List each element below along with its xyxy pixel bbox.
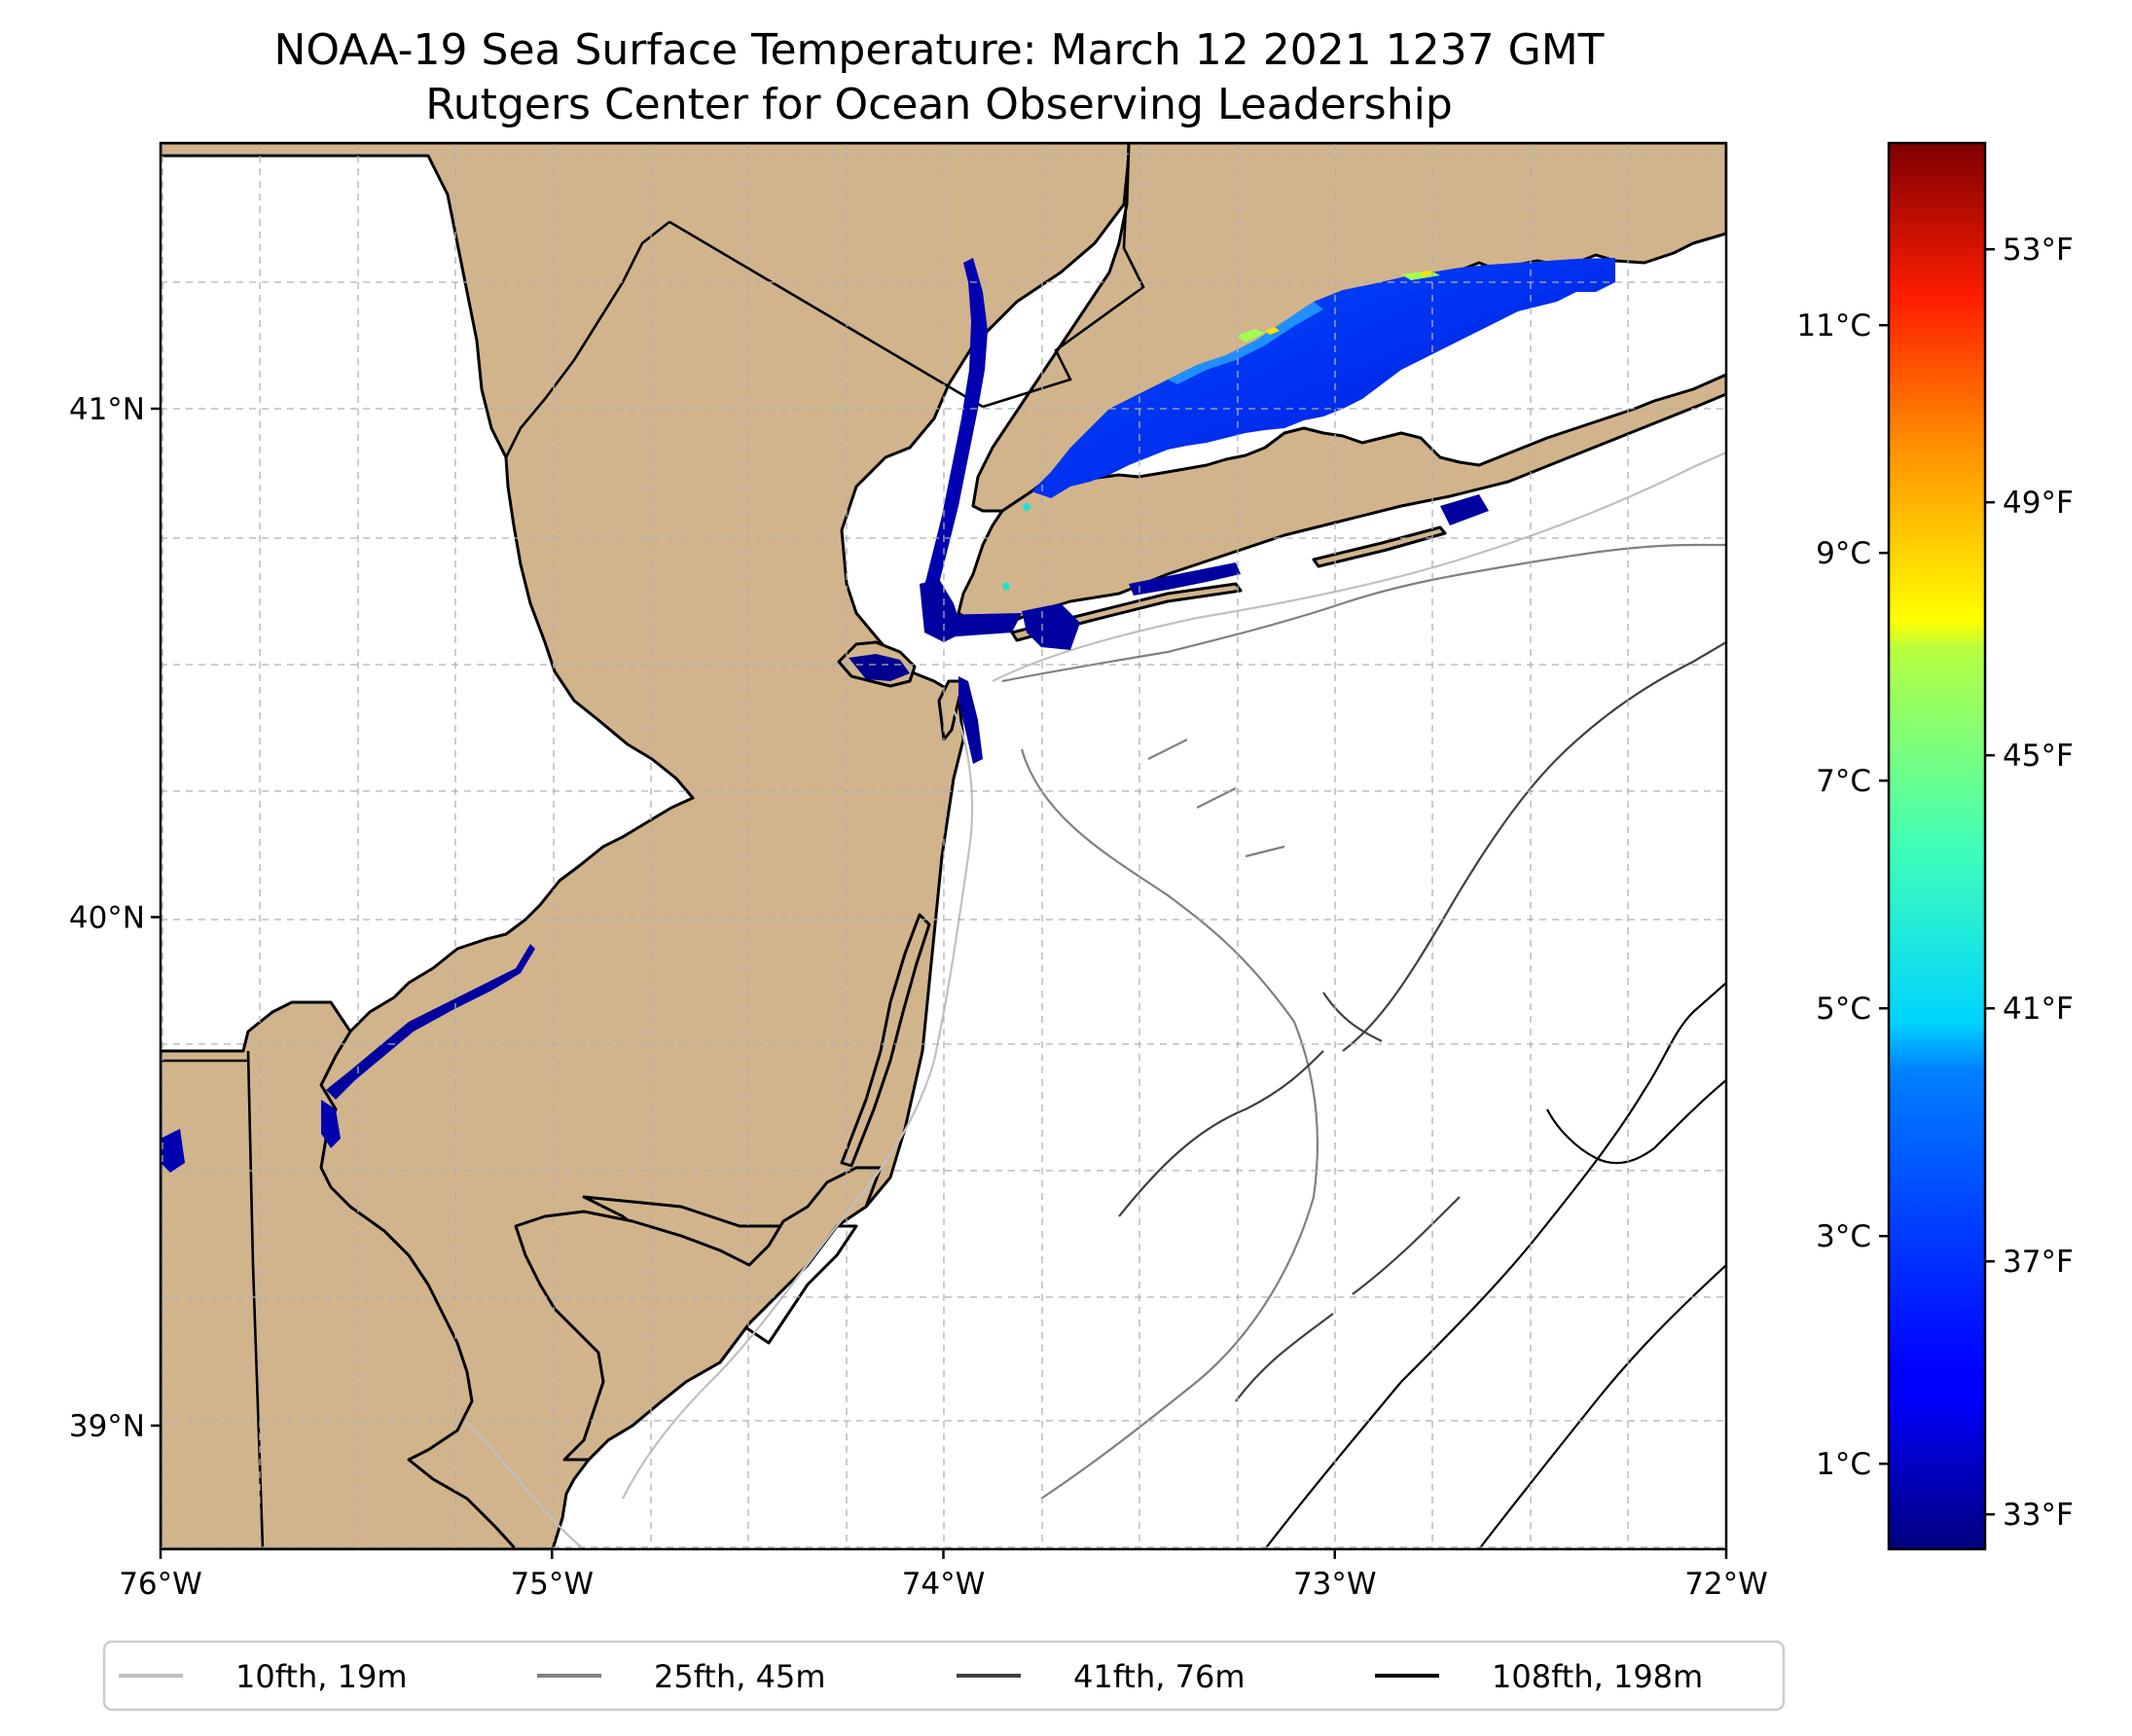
colorbar-fahrenheit-label: 33°F	[2003, 1498, 2074, 1533]
colorbar-fahrenheit-label: 53°F	[2003, 233, 2074, 268]
x-tick-label: 72°W	[1684, 1567, 1768, 1602]
sst-patch-ct-coast-green	[1236, 271, 1440, 343]
colorbar-celsius-label: 9°C	[1816, 536, 1871, 571]
isobath-legend: 10fth, 19m 25fth, 45m 41fth, 76m 108fth, 19…	[102, 1640, 1786, 1712]
title-line-2: Rutgers Center for Ocean Observing Leade…	[425, 80, 1453, 129]
map-panel	[159, 141, 1728, 1551]
y-tick-label: 41°N	[69, 392, 145, 427]
title-line-1: NOAA-19 Sea Surface Temperature: March 1…	[273, 25, 1604, 75]
isobath-108fth	[1264, 982, 1726, 1549]
x-tick-label: 74°W	[902, 1567, 986, 1602]
colorbar-fahrenheit-label: 45°F	[2003, 739, 2074, 774]
colorbar-celsius-label: 11°C	[1796, 308, 1871, 344]
colorbar: 1°C 3°C 5°C 7°C 9°C 11°C 33°F 37°F 41°F 45°F 49°F…	[1796, 141, 2074, 1551]
border-ny-ct	[982, 143, 1145, 409]
colorbar-celsius-label: 5°C	[1816, 992, 1871, 1027]
sst-patch-jamaica-bay	[934, 603, 1080, 650]
x-tick-label: 76°W	[119, 1567, 202, 1602]
isobath-41fth	[1118, 641, 1726, 1402]
colorbar-fahrenheit-label: 37°F	[2003, 1245, 2074, 1280]
sst-patch-delaware-bay-north	[161, 1100, 341, 1173]
border-de-md	[246, 1050, 265, 1549]
sst-data	[161, 258, 1615, 1173]
y-tick-label: 40°N	[69, 901, 145, 936]
x-axis-ticks: 76°W 75°W 74°W 73°W 72°W	[119, 1549, 1768, 1602]
y-tick-label: 39°N	[69, 1409, 145, 1444]
colorbar-celsius-ticks: 1°C 3°C 5°C 7°C 9°C 11°C	[1796, 308, 1889, 1482]
colorbar-celsius-label: 1°C	[1816, 1447, 1871, 1482]
colorbar-celsius-label: 7°C	[1816, 764, 1871, 799]
legend-frame	[102, 1640, 1786, 1712]
legend-label: 108fth, 198m	[1492, 1658, 1703, 1695]
x-tick-label: 75°W	[510, 1567, 594, 1602]
map-grid	[161, 143, 1726, 1549]
sst-patch-long-island-sound	[1031, 258, 1615, 498]
x-tick-label: 73°W	[1293, 1567, 1377, 1602]
colorbar-fahrenheit-label: 41°F	[2003, 992, 2074, 1027]
y-axis-ticks: 41°N 40°N 39°N	[69, 392, 161, 1444]
colorbar-gradient	[1887, 141, 1987, 1551]
colorbar-celsius-label: 3°C	[1816, 1219, 1871, 1254]
border-pa-nj	[504, 220, 670, 458]
legend-label: 25fth, 45m	[654, 1658, 825, 1695]
sst-patch-delaware-river	[326, 944, 535, 1100]
sst-patch-shrewsbury	[958, 676, 983, 764]
legend-label: 41fth, 76m	[1073, 1658, 1245, 1695]
isobath-10fth	[464, 451, 1726, 1549]
sst-patch-hudson	[922, 258, 988, 603]
sst-patch-raritan	[849, 654, 910, 681]
border-ny-nj	[669, 220, 984, 409]
isobath-25fth	[1001, 543, 1726, 1500]
sst-patch-south-bay	[1129, 494, 1489, 596]
colorbar-fahrenheit-label: 49°F	[2003, 486, 2074, 521]
barrier-beach-east	[1312, 525, 1447, 568]
land-south-nj	[514, 1166, 883, 1462]
sst-patch-ct-nearshore-warm	[1168, 302, 1323, 384]
colorbar-fahrenheit-ticks: 33°F 37°F 41°F 45°F 49°F 53°F	[1985, 233, 2074, 1533]
legend-label: 10fth, 19m	[235, 1658, 407, 1695]
barrier-beach-nj	[840, 913, 931, 1168]
